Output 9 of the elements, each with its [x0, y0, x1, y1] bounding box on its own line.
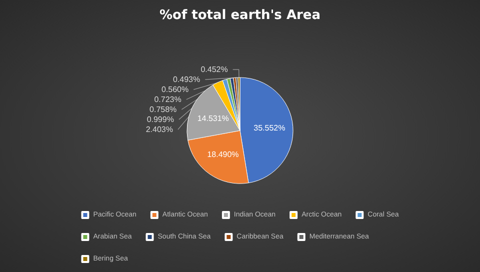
- data-label: 0.452%: [200, 65, 228, 74]
- data-label: 0.999%: [146, 115, 174, 124]
- data-label: 35.552%: [254, 124, 286, 133]
- data-label: 0.493%: [172, 75, 200, 84]
- data-label: 0.723%: [154, 95, 182, 104]
- chart-title: %of total earth's Area: [159, 8, 321, 23]
- data-label: 0.758%: [150, 105, 177, 114]
- data-label: 2.403%: [146, 125, 173, 134]
- data-label: 18.490%: [207, 150, 239, 160]
